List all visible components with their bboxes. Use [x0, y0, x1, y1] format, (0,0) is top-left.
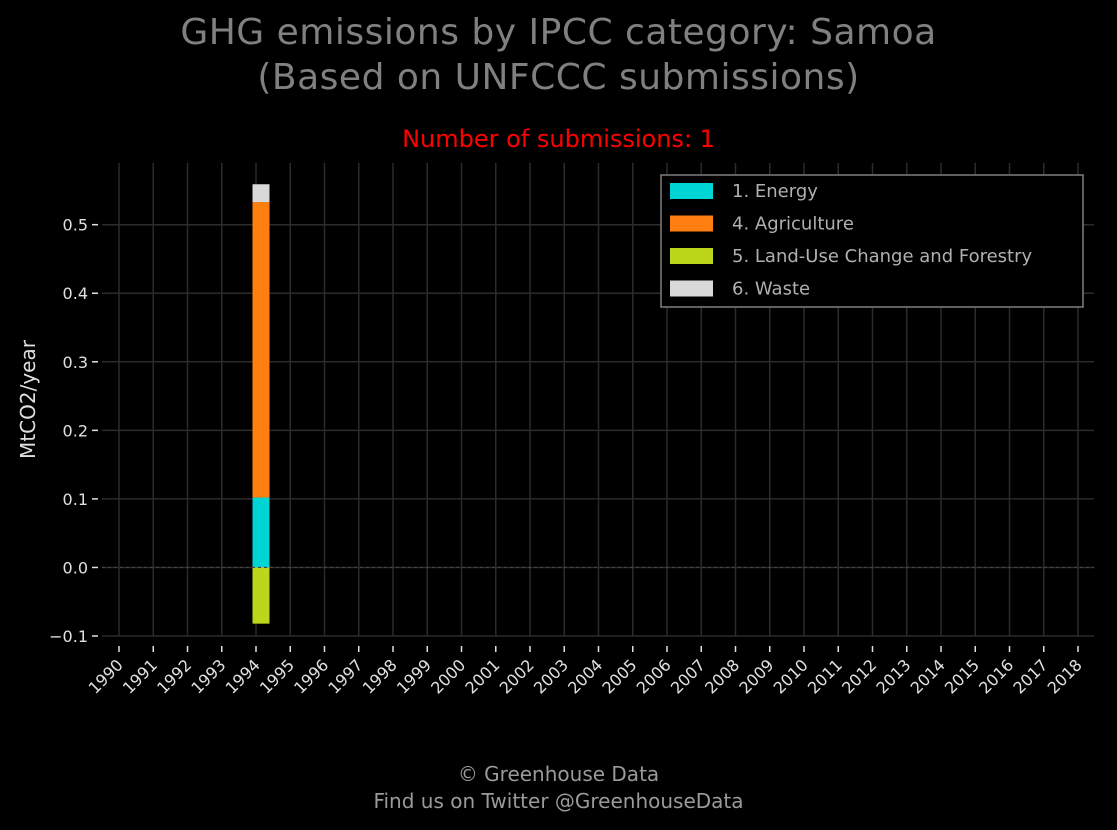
y-tick-label: 0.4 [63, 284, 88, 303]
x-tick-label: 1999 [393, 655, 435, 697]
y-axis-label: MtCO2/year [16, 339, 40, 459]
y-tick-label: 0.1 [63, 490, 88, 509]
y-tick-label: 0.5 [63, 216, 88, 235]
x-tick-label: 1995 [256, 655, 298, 697]
x-tick-label: 1990 [85, 655, 127, 697]
bars [252, 184, 270, 624]
legend-label: 5. Land-Use Change and Forestry [732, 246, 1032, 267]
chart-title-line-2: (Based on UNFCCC submissions) [257, 57, 860, 98]
y-tick-label: 0.2 [63, 421, 88, 440]
copyright-text: © Greenhouse Data [457, 762, 660, 786]
x-tick-label: 1998 [359, 655, 401, 697]
y-tick-label: −0.1 [49, 627, 88, 646]
x-tick-label: 2005 [598, 655, 640, 697]
x-tick-label: 2012 [838, 655, 880, 697]
x-tick-label: 2016 [975, 655, 1017, 697]
x-tick-label: 2015 [941, 655, 983, 697]
bar-segment [252, 567, 270, 624]
legend-swatch [670, 183, 713, 199]
x-tick-label: 2010 [770, 655, 812, 697]
twitter-text: Find us on Twitter @GreenhouseData [373, 789, 744, 813]
chart-title-line-1: GHG emissions by IPCC category: Samoa [180, 12, 937, 53]
x-tick-label: 2004 [564, 655, 606, 697]
x-tick-label: 2009 [735, 655, 777, 697]
x-tick-label: 2003 [530, 655, 572, 697]
x-tick-label: 1991 [119, 655, 161, 697]
x-tick-label: 1996 [290, 655, 332, 697]
x-tick-label: 2017 [1009, 655, 1051, 697]
x-tick-label: 2000 [427, 655, 469, 697]
legend-swatch [670, 248, 713, 264]
footer: © Greenhouse Data Find us on Twitter @Gr… [0, 761, 1117, 815]
x-tick-label: 2002 [496, 655, 538, 697]
chart-title: GHG emissions by IPCC category: Samoa (B… [0, 10, 1117, 100]
bar-segment [252, 184, 270, 203]
legend-box [660, 174, 1084, 308]
legend-label: 4. Agriculture [732, 214, 854, 235]
x-tick-label: 2001 [461, 655, 503, 697]
x-tick-label: 2008 [701, 655, 743, 697]
x-tick-label: 1992 [153, 655, 195, 697]
x-tick-label: 2011 [804, 655, 846, 697]
legend-label: 1. Energy [732, 181, 818, 202]
legend-swatch [670, 280, 713, 297]
x-tick-label: 2006 [633, 655, 675, 697]
y-tick-label: 0.3 [63, 353, 88, 372]
bar-segment [252, 497, 270, 568]
legend-label: 6. Waste [732, 279, 810, 300]
x-tick-label: 2013 [872, 655, 914, 697]
x-tick-label: 2014 [907, 655, 949, 697]
x-tick-label: 2018 [1044, 655, 1086, 697]
bar-segment [252, 202, 270, 498]
x-tick-label: 1997 [324, 655, 366, 697]
x-tick-label: 1994 [222, 655, 264, 697]
emissions-chart: 1990199119921993199419951996199719981999… [16, 163, 1094, 698]
legend: 1. Energy 4. Agriculture 5. Land-Use Chang… [660, 174, 1084, 308]
x-tick-label: 2007 [667, 655, 709, 697]
x-tick-label: 1993 [187, 655, 229, 697]
legend-swatch [670, 215, 713, 232]
y-tick-label: 0.0 [63, 558, 88, 577]
submissions-count: Number of submissions: 1 [402, 125, 715, 153]
